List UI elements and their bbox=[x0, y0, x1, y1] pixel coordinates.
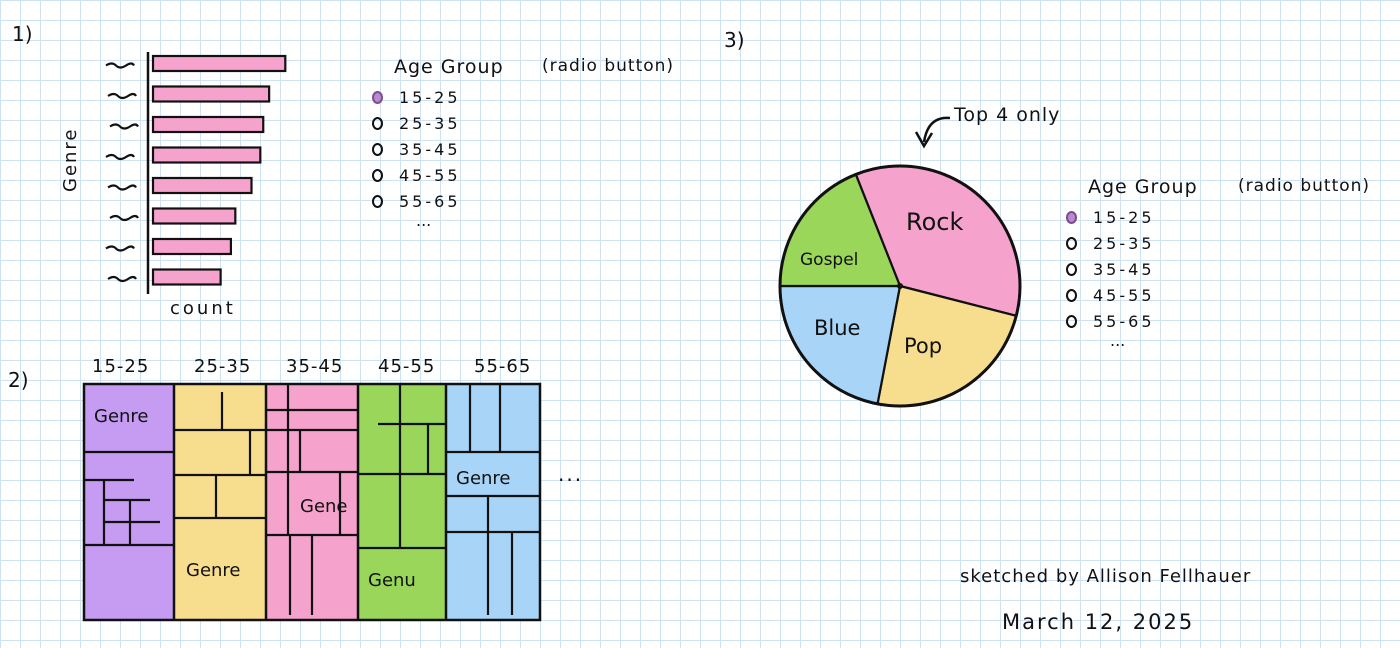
pie-annotation: Top 4 only bbox=[954, 104, 1061, 126]
pie-outline bbox=[778, 164, 1022, 408]
radio-option[interactable]: 45-55 bbox=[1066, 282, 1198, 308]
radio-option-label: 55-65 bbox=[399, 191, 461, 211]
tick-label-squiggle bbox=[109, 123, 139, 130]
radio-option-label: 55-65 bbox=[1093, 311, 1155, 331]
treemap-label-1: Genre bbox=[94, 406, 149, 427]
radio-option[interactable]: 55-65 bbox=[1066, 308, 1198, 334]
radio-unselected-icon[interactable] bbox=[372, 116, 383, 130]
treemap-label-3: Gene bbox=[300, 496, 348, 517]
tick-label-squiggle bbox=[107, 275, 137, 283]
radio-title: Age Group bbox=[1088, 176, 1198, 198]
treemap-header-4: 45-55 bbox=[378, 356, 436, 377]
radio-unselected-icon[interactable] bbox=[1066, 262, 1077, 276]
age-group-radio-2: Age Group (radio button) 15-25 25-35 35-45… bbox=[1066, 176, 1369, 350]
bar-outline bbox=[151, 146, 262, 164]
treemap-label-2: Genre bbox=[186, 560, 241, 581]
pie-center bbox=[897, 283, 903, 289]
bar-outline bbox=[151, 237, 233, 256]
bar bbox=[153, 56, 286, 71]
credit-author: sketched by Allison Fellhauer bbox=[960, 566, 1252, 587]
radio-option[interactable]: 55-65 bbox=[372, 188, 504, 214]
bar-chart-ylabel: Genre bbox=[60, 127, 81, 192]
pie-label-rock: Rock bbox=[906, 208, 964, 236]
radio-unselected-icon[interactable] bbox=[372, 194, 383, 208]
radio-note: (radio button) bbox=[1238, 176, 1371, 196]
bar bbox=[153, 239, 231, 254]
age-group-radio-1: Age Group (radio button) 15-25 25-35 35-45… bbox=[372, 56, 673, 230]
radio-option-label: 25-35 bbox=[1093, 233, 1155, 253]
bar-outline bbox=[151, 54, 287, 73]
bar-outline bbox=[151, 207, 237, 225]
bar-chart bbox=[105, 52, 287, 294]
pie-label-pop: Pop bbox=[904, 334, 943, 358]
bar-chart-xlabel: count bbox=[170, 298, 236, 319]
radio-option-label: 25-35 bbox=[399, 113, 461, 133]
radio-option-label: 45-55 bbox=[1093, 285, 1155, 305]
radio-unselected-icon[interactable] bbox=[372, 168, 383, 182]
treemap-header-3: 35-45 bbox=[286, 356, 344, 377]
radio-unselected-icon[interactable] bbox=[372, 142, 383, 156]
radio-note: (radio button) bbox=[542, 56, 675, 76]
radio-option-label: 35-45 bbox=[399, 139, 461, 159]
radio-option-label: 15-25 bbox=[399, 87, 461, 107]
bar bbox=[153, 269, 221, 285]
section-number-3: 3) bbox=[724, 28, 745, 52]
section-number-1: 1) bbox=[12, 22, 33, 46]
radio-unselected-icon[interactable] bbox=[1066, 288, 1077, 302]
section-number-2: 2) bbox=[8, 368, 29, 392]
tick-label-squiggle bbox=[105, 245, 135, 252]
pie-slice bbox=[778, 284, 902, 406]
credit-date: March 12, 2025 bbox=[1002, 610, 1195, 634]
treemap-header-2: 25-35 bbox=[194, 356, 252, 377]
treemap-column bbox=[174, 384, 266, 620]
pie-chart bbox=[778, 164, 1022, 408]
radio-unselected-icon[interactable] bbox=[1066, 314, 1077, 328]
bar bbox=[153, 117, 264, 132]
bar-outline bbox=[151, 176, 253, 195]
radio-option[interactable]: 25-35 bbox=[1066, 230, 1198, 256]
radio-more: ... bbox=[416, 211, 432, 230]
bar bbox=[153, 208, 236, 224]
treemap bbox=[82, 382, 542, 622]
pie-label-gospel: Gospel bbox=[800, 250, 859, 270]
bar bbox=[153, 178, 252, 193]
annotation-arrow bbox=[914, 116, 951, 149]
treemap-header-1: 15-25 bbox=[92, 356, 150, 377]
radio-option[interactable]: 15-25 bbox=[1066, 204, 1198, 230]
radio-option-label: 45-55 bbox=[399, 165, 461, 185]
radio-more: ... bbox=[1110, 331, 1126, 350]
tick-label-squiggle bbox=[107, 184, 137, 191]
radio-option-label: 15-25 bbox=[1093, 207, 1155, 227]
treemap-border bbox=[82, 382, 542, 622]
radio-option[interactable]: 15-25 bbox=[372, 84, 504, 110]
bar bbox=[153, 147, 261, 163]
treemap-column bbox=[446, 384, 540, 620]
tick-label-squiggle bbox=[105, 62, 135, 69]
treemap-label-5: Genre bbox=[456, 468, 511, 489]
radio-option[interactable]: 45-55 bbox=[372, 162, 504, 188]
radio-option[interactable]: 25-35 bbox=[372, 110, 504, 136]
treemap-header-5: 55-65 bbox=[474, 356, 532, 377]
bar-outline bbox=[151, 115, 265, 134]
bar bbox=[153, 86, 270, 102]
radio-option[interactable]: 35-45 bbox=[1066, 256, 1198, 282]
tick-label-squiggle bbox=[107, 92, 137, 100]
bar-outline bbox=[151, 268, 222, 286]
pie-label-blue: Blue bbox=[814, 316, 861, 340]
radio-unselected-icon[interactable] bbox=[1066, 236, 1077, 250]
radio-selected-icon[interactable] bbox=[372, 90, 383, 104]
tick-label-squiggle bbox=[109, 214, 139, 222]
treemap-label-4: Genu bbox=[368, 570, 416, 591]
radio-title: Age Group bbox=[394, 56, 504, 78]
radio-selected-icon[interactable] bbox=[1066, 210, 1077, 224]
treemap-more: ... bbox=[558, 462, 584, 486]
tick-label-squiggle bbox=[105, 153, 135, 161]
radio-option-label: 35-45 bbox=[1093, 259, 1155, 279]
bar-outline bbox=[151, 85, 271, 103]
radio-option[interactable]: 35-45 bbox=[372, 136, 504, 162]
